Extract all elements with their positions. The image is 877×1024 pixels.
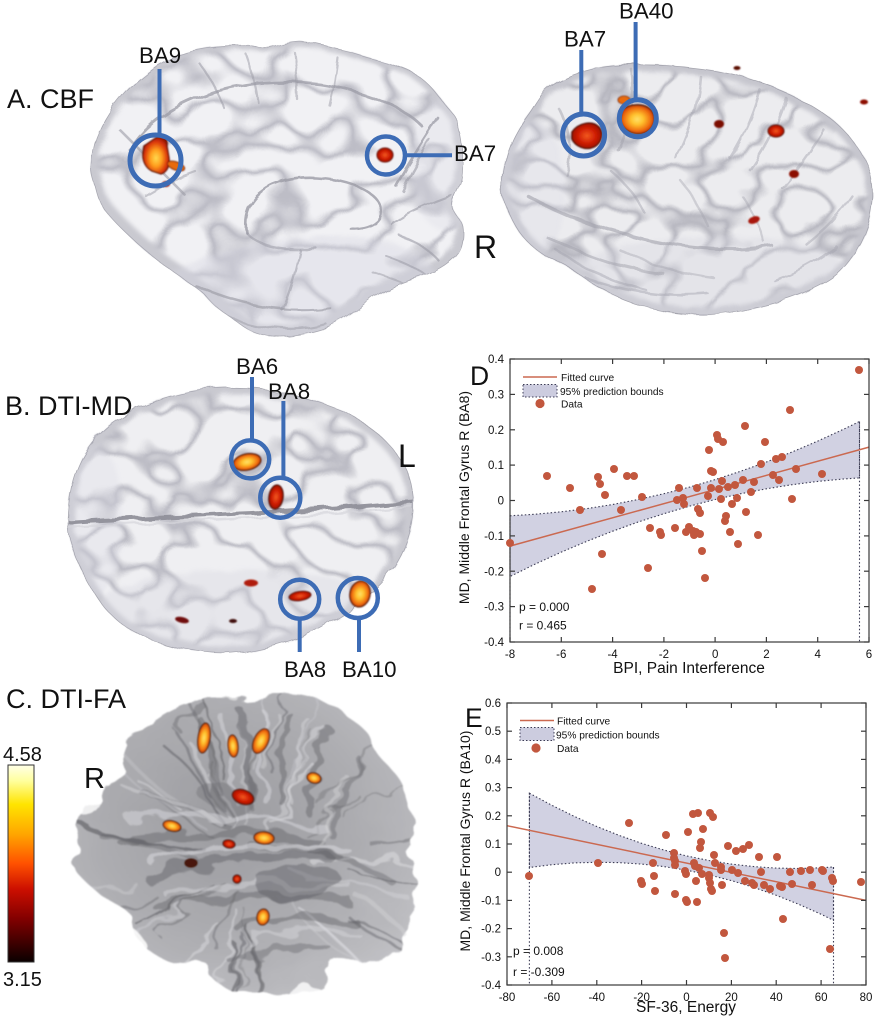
svg-text:4.58: 4.58 bbox=[3, 744, 42, 766]
svg-text:BA9: BA9 bbox=[139, 43, 181, 68]
svg-text:BA6: BA6 bbox=[236, 354, 278, 379]
svg-text:-60: -60 bbox=[544, 992, 561, 1004]
svg-text:C. DTI-FA: C. DTI-FA bbox=[6, 684, 126, 714]
svg-text:0.1: 0.1 bbox=[485, 839, 501, 851]
svg-text:r = -0.309: r = -0.309 bbox=[513, 965, 565, 979]
svg-text:R: R bbox=[84, 763, 105, 795]
svg-text:A. CBF: A. CBF bbox=[7, 84, 94, 114]
svg-text:BPI, Pain Interference: BPI, Pain Interference bbox=[613, 660, 765, 677]
svg-text:80: 80 bbox=[860, 992, 873, 1004]
svg-text:BA7: BA7 bbox=[564, 27, 606, 52]
svg-text:D: D bbox=[470, 361, 489, 391]
svg-text:-0.4: -0.4 bbox=[481, 980, 501, 992]
svg-text:0.2: 0.2 bbox=[488, 425, 504, 437]
svg-text:MD, Middle Frontal Gyrus R (BA: MD, Middle Frontal Gyrus R (BA8) bbox=[456, 391, 472, 604]
svg-text:0.1: 0.1 bbox=[488, 460, 504, 472]
svg-text:0.6: 0.6 bbox=[485, 698, 501, 710]
svg-text:BA7: BA7 bbox=[454, 141, 496, 166]
svg-text:-80: -80 bbox=[499, 992, 516, 1004]
svg-text:BA8: BA8 bbox=[268, 379, 310, 404]
svg-text:MD, Middle Frontal Gyrus R (BA: MD, Middle Frontal Gyrus R (BA10) bbox=[457, 731, 473, 952]
svg-text:0: 0 bbox=[498, 496, 504, 508]
svg-text:-0.1: -0.1 bbox=[484, 531, 504, 543]
svg-text:0.3: 0.3 bbox=[488, 389, 504, 401]
svg-text:-6: -6 bbox=[556, 649, 566, 661]
svg-text:0.3: 0.3 bbox=[485, 783, 501, 795]
svg-text:-40: -40 bbox=[588, 992, 605, 1004]
svg-text:SF-36, Energy: SF-36, Energy bbox=[636, 999, 736, 1016]
svg-text:-0.3: -0.3 bbox=[484, 602, 504, 614]
svg-text:p = 0.000: p = 0.000 bbox=[519, 600, 570, 614]
svg-text:-4: -4 bbox=[607, 649, 618, 661]
svg-text:0.4: 0.4 bbox=[485, 754, 502, 766]
svg-text:-20: -20 bbox=[633, 992, 650, 1004]
svg-text:0: 0 bbox=[683, 992, 689, 1004]
svg-text:Data: Data bbox=[557, 744, 579, 755]
svg-text:0: 0 bbox=[712, 649, 718, 661]
svg-text:4: 4 bbox=[815, 649, 822, 661]
svg-text:0.2: 0.2 bbox=[485, 811, 501, 823]
svg-text:95% prediction bounds: 95% prediction bounds bbox=[556, 731, 660, 742]
svg-text:E: E bbox=[465, 703, 483, 733]
svg-text:r = 0.465: r = 0.465 bbox=[519, 619, 567, 633]
svg-text:-0.2: -0.2 bbox=[484, 566, 504, 578]
svg-text:-2: -2 bbox=[659, 649, 669, 661]
svg-text:Fitted curve: Fitted curve bbox=[561, 373, 615, 384]
svg-text:BA8: BA8 bbox=[284, 657, 326, 682]
svg-text:BA40: BA40 bbox=[619, 0, 674, 24]
svg-text:20: 20 bbox=[725, 992, 738, 1004]
svg-text:0.4: 0.4 bbox=[488, 354, 505, 366]
svg-text:-0.1: -0.1 bbox=[481, 895, 501, 907]
svg-text:B. DTI-MD: B. DTI-MD bbox=[5, 391, 133, 421]
svg-text:0.5: 0.5 bbox=[485, 726, 501, 738]
svg-text:95% prediction bounds: 95% prediction bounds bbox=[560, 387, 664, 398]
svg-text:Data: Data bbox=[561, 400, 583, 411]
svg-text:BA10: BA10 bbox=[342, 657, 397, 682]
svg-text:6: 6 bbox=[866, 649, 872, 661]
svg-text:p = 0.008: p = 0.008 bbox=[513, 944, 564, 958]
svg-text:R: R bbox=[474, 229, 497, 265]
svg-text:40: 40 bbox=[770, 992, 783, 1004]
svg-text:60: 60 bbox=[815, 992, 828, 1004]
svg-text:-0.3: -0.3 bbox=[481, 952, 501, 964]
svg-text:2: 2 bbox=[763, 649, 769, 661]
svg-text:-8: -8 bbox=[505, 649, 515, 661]
svg-text:-0.2: -0.2 bbox=[481, 924, 501, 936]
svg-text:-0.4: -0.4 bbox=[484, 637, 504, 649]
svg-text:L: L bbox=[398, 438, 416, 474]
svg-text:Fitted curve: Fitted curve bbox=[557, 717, 611, 728]
svg-text:0: 0 bbox=[495, 867, 501, 879]
svg-text:3.15: 3.15 bbox=[3, 969, 42, 991]
